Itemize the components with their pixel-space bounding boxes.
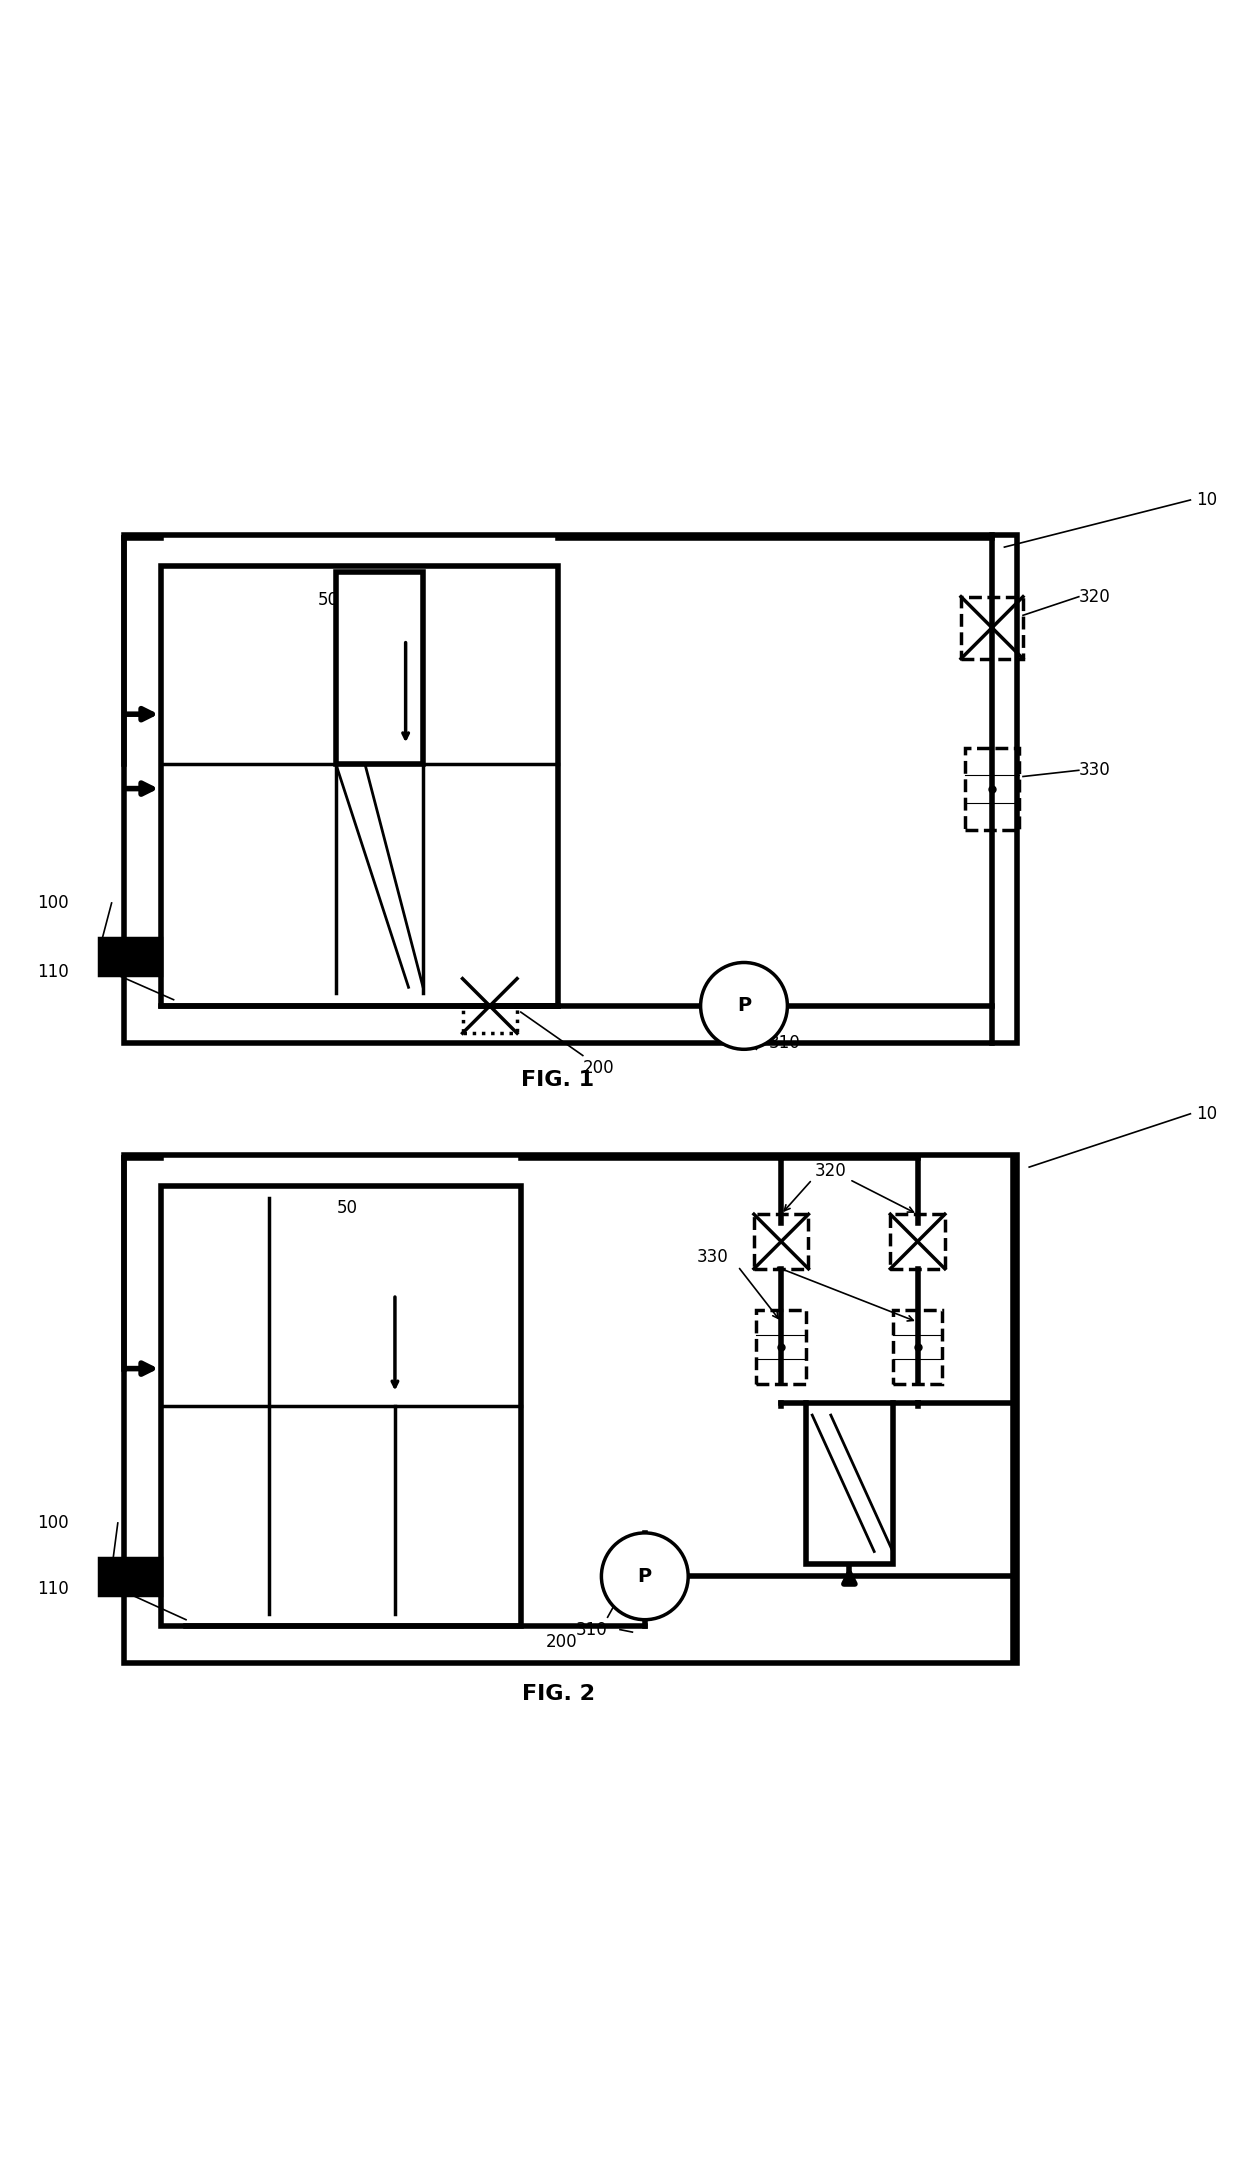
Bar <box>124 535 1017 1043</box>
Text: 200: 200 <box>546 1634 578 1651</box>
Text: 320: 320 <box>815 1163 847 1180</box>
Bar <box>463 978 517 1032</box>
Text: FIG. 2: FIG. 2 <box>522 1684 594 1704</box>
Text: 310: 310 <box>769 1034 801 1052</box>
Bar <box>961 598 1023 658</box>
Bar <box>161 565 558 1006</box>
Bar <box>99 1558 161 1595</box>
Text: 200: 200 <box>583 1058 615 1078</box>
Circle shape <box>701 963 787 1050</box>
Bar <box>806 1404 893 1565</box>
Text: FIG. 1: FIG. 1 <box>522 1071 594 1091</box>
Text: P: P <box>637 1567 652 1586</box>
Bar <box>124 1154 1017 1662</box>
Bar <box>754 1215 808 1269</box>
Text: P: P <box>737 997 751 1015</box>
Bar <box>99 939 161 976</box>
Text: 320: 320 <box>1079 587 1111 606</box>
Text: 100: 100 <box>37 893 69 913</box>
Bar <box>890 1215 945 1269</box>
Text: 50: 50 <box>319 591 339 608</box>
Bar <box>756 1310 806 1384</box>
Text: 50: 50 <box>337 1199 357 1217</box>
Text: 330: 330 <box>1079 761 1111 780</box>
Bar <box>336 571 423 763</box>
Bar <box>893 1310 942 1384</box>
Circle shape <box>601 1532 688 1619</box>
Text: 10: 10 <box>1197 491 1218 508</box>
Text: 110: 110 <box>37 963 69 982</box>
Text: 10: 10 <box>1197 1104 1218 1123</box>
Text: 110: 110 <box>37 1580 69 1597</box>
Text: 310: 310 <box>575 1621 608 1638</box>
Bar <box>965 748 1019 830</box>
Bar <box>161 1186 521 1625</box>
Text: 100: 100 <box>37 1515 69 1532</box>
Text: 330: 330 <box>697 1247 729 1267</box>
